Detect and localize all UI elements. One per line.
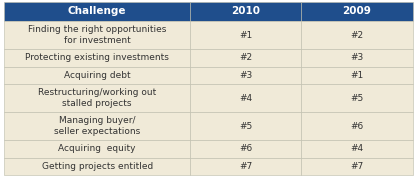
Text: Managing buyer/
seller expectations: Managing buyer/ seller expectations bbox=[54, 116, 140, 136]
Bar bbox=[4, 2, 190, 21]
Bar bbox=[301, 158, 413, 175]
Bar bbox=[190, 158, 301, 175]
Bar bbox=[190, 84, 301, 112]
Bar bbox=[190, 67, 301, 84]
Text: Acquiring debt: Acquiring debt bbox=[64, 71, 131, 80]
Bar bbox=[190, 21, 301, 49]
Bar bbox=[4, 84, 190, 112]
Bar bbox=[301, 21, 413, 49]
Bar bbox=[4, 112, 190, 140]
Text: #4: #4 bbox=[239, 94, 252, 103]
Text: Protecting existing investments: Protecting existing investments bbox=[25, 53, 169, 62]
Bar bbox=[301, 2, 413, 21]
Text: #6: #6 bbox=[239, 144, 252, 153]
Text: #5: #5 bbox=[239, 122, 252, 131]
Text: #7: #7 bbox=[239, 162, 252, 171]
Text: #4: #4 bbox=[350, 144, 364, 153]
Text: Challenge: Challenge bbox=[68, 6, 126, 16]
Bar bbox=[301, 84, 413, 112]
Text: #3: #3 bbox=[239, 71, 252, 80]
Bar bbox=[301, 112, 413, 140]
Text: #2: #2 bbox=[350, 31, 364, 40]
Text: Finding the right opportunities
for investment: Finding the right opportunities for inve… bbox=[28, 25, 166, 45]
Text: #6: #6 bbox=[350, 122, 364, 131]
Bar bbox=[4, 140, 190, 158]
Text: Restructuring/working out
stalled projects: Restructuring/working out stalled projec… bbox=[38, 88, 156, 108]
Text: #1: #1 bbox=[239, 31, 252, 40]
Bar bbox=[4, 49, 190, 67]
Bar bbox=[190, 112, 301, 140]
Text: #7: #7 bbox=[350, 162, 364, 171]
Bar bbox=[190, 2, 301, 21]
Text: Getting projects entitled: Getting projects entitled bbox=[42, 162, 153, 171]
Bar bbox=[301, 49, 413, 67]
Bar bbox=[4, 67, 190, 84]
Text: #2: #2 bbox=[239, 53, 252, 62]
Text: 2010: 2010 bbox=[231, 6, 260, 16]
Bar bbox=[190, 49, 301, 67]
Text: 2009: 2009 bbox=[343, 6, 372, 16]
Text: Acquiring  equity: Acquiring equity bbox=[58, 144, 136, 153]
Bar bbox=[301, 140, 413, 158]
Text: #3: #3 bbox=[350, 53, 364, 62]
Bar bbox=[4, 21, 190, 49]
Text: #5: #5 bbox=[350, 94, 364, 103]
Bar bbox=[4, 158, 190, 175]
Bar bbox=[190, 140, 301, 158]
Bar bbox=[301, 67, 413, 84]
Text: #1: #1 bbox=[350, 71, 364, 80]
